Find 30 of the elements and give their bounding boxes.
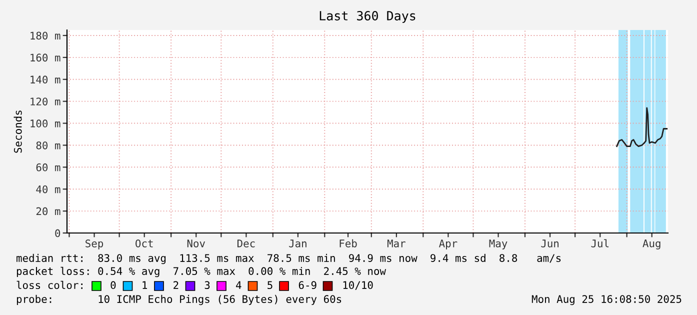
y-tick-label: 20 m [36,207,60,216]
x-tick-label: Feb [340,239,357,248]
y-tick-label: 120 m [30,98,60,106]
text: probe: 10 ICMP Echo Pings (56 Bytes) every 60s [16,294,342,306]
y-tick-label: 100 m [30,120,60,128]
y-tick-label: 60 m [36,163,60,172]
x-tick-label: Apr [438,240,458,250]
y-tick-label: 80 m [36,141,60,150]
y-axis-title: Seconds [14,110,22,153]
y-tick-label: 180 m [30,32,60,40]
line-series [616,107,668,148]
x-tick-label: Sep [86,239,104,250]
x-tick-label: Mar [387,240,406,248]
y-tick-label: 140 m [30,76,60,84]
chart-title: Last 360 Days [320,11,416,23]
text: loss color: 0 1 2 3 4 5 6-9 10/10 [16,280,373,290]
text: packet loss: 0.54 % avg 7.05 % max 0.00 % min 2.45 % now [16,266,386,278]
x-tick-label: Dec [237,240,255,248]
y-tick-label: 0 [55,229,60,238]
text: Mon Aug 25 16:08:50 2025 [532,295,682,306]
text: median rtt: 83.0 ms avg 113.5 ms max 78.5 ms min 94.9 ms now 9.4 ms sd 8.8 am/s [16,254,561,264]
x-tick-label: Jun [541,240,559,248]
x-tick-label: May [489,240,508,250]
x-tick-label: Nov [187,240,206,248]
x-tick-label: Aug [642,240,660,250]
x-tick-label: Oct [136,239,153,248]
x-tick-label: Jan [289,240,306,248]
y-tick-label: 160 m [30,54,60,62]
x-tick-label: Jul [591,239,609,248]
y-tick-label: 40 m [36,185,60,194]
